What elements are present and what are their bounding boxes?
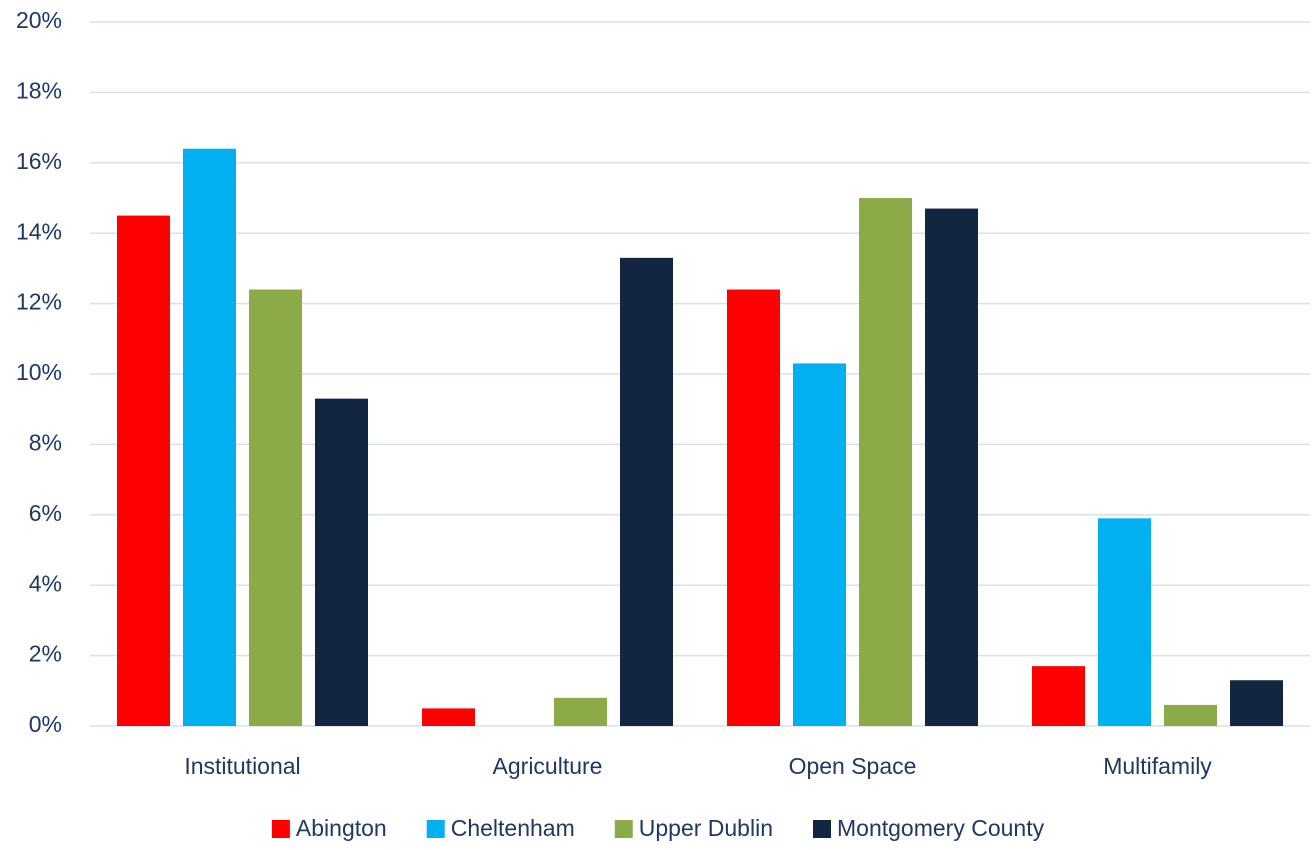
bar [1032,666,1085,726]
y-tick-label: 14% [16,218,62,244]
bar [727,289,780,726]
legend-swatch [271,820,290,838]
bar [793,363,846,726]
y-tick-label: 12% [16,289,62,315]
legend-label: Upper Dublin [639,815,773,841]
bar [554,697,607,726]
legend-swatch [813,820,831,838]
legend-label: Montgomery County [837,815,1045,841]
bar [1230,680,1283,726]
legend-label: Abington [296,815,387,841]
x-tick-label: Agriculture [493,753,603,779]
bar [1098,518,1151,726]
bar [315,398,368,726]
x-tick-label: Open Space [789,753,917,779]
y-tick-label: 18% [16,77,62,103]
y-tick-label: 20% [16,7,62,33]
bar [117,215,170,726]
y-tick-label: 6% [29,500,62,526]
x-tick-label: Institutional [184,753,300,779]
bar [183,148,236,727]
bar [249,289,302,726]
y-tick-label: 2% [29,641,62,667]
y-tick-label: 16% [16,148,62,174]
legend-swatch [614,820,633,838]
y-tick-label: 4% [29,570,62,596]
bar [1164,704,1217,726]
bar [859,198,912,726]
y-tick-label: 8% [29,429,62,455]
bar [620,257,673,726]
x-tick-label: Multifamily [1103,753,1212,779]
bar [925,208,978,726]
bar [422,708,475,726]
y-tick-label: 10% [16,359,62,385]
y-tick-label: 0% [29,711,62,737]
legend-swatch [426,820,445,838]
legend-label: Cheltenham [451,815,575,841]
